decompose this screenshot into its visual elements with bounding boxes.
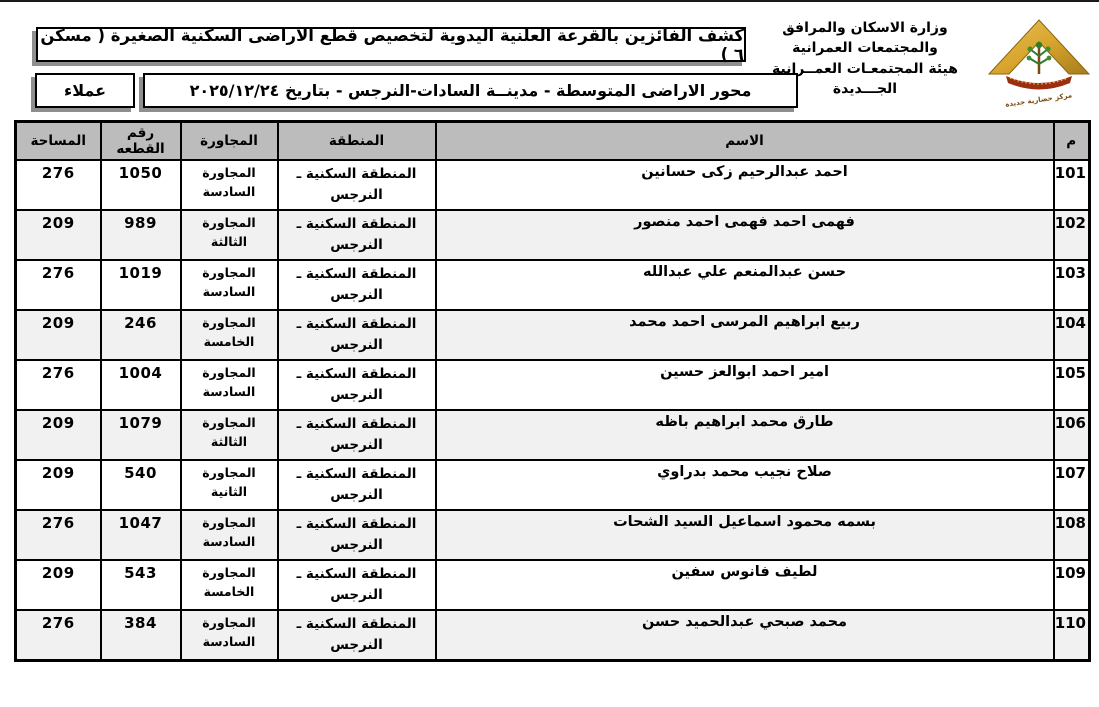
cell-district: المجاورة السادسة xyxy=(179,359,279,411)
table-header-row: م الاسم المنطقة المجاورة رقم القطعه المس… xyxy=(14,120,1091,161)
cell-plot-number: 1079 xyxy=(99,409,182,461)
cell-district: المجاورة الثالثة xyxy=(179,409,279,461)
cell-area: 276 xyxy=(14,609,102,661)
winners-table: م الاسم المنطقة المجاورة رقم القطعه المس… xyxy=(14,120,1091,662)
cell-name: حسن عبدالمنعم علي عبدالله xyxy=(434,259,1055,311)
table-row: 104 ربيع ابراهيم المرسى احمد محمد المنطقة … xyxy=(14,309,1091,361)
cell-region: المنطقة السكنية ـ النرجس xyxy=(276,509,437,561)
cell-plot-number: 989 xyxy=(99,209,182,261)
cell-index: 103 xyxy=(1052,259,1091,311)
cell-plot-number: 1004 xyxy=(99,359,182,411)
cell-area: 209 xyxy=(14,209,102,261)
cell-district: المجاورة السادسة xyxy=(179,259,279,311)
cell-name: محمد صبحي عبدالحميد حسن xyxy=(434,609,1055,661)
cell-area: 209 xyxy=(14,559,102,611)
cell-district: المجاورة السادسة xyxy=(179,159,279,211)
cell-area: 209 xyxy=(14,409,102,461)
table-row: 106 طارق محمد ابراهيم باظه المنطقة السكنية… xyxy=(14,409,1091,461)
ministry-line2: هيئة المجتمعـات العمــرانية الجـــديدة xyxy=(772,60,958,97)
header-name: الاسم xyxy=(434,120,1055,161)
cell-index: 106 xyxy=(1052,409,1091,461)
cell-index: 102 xyxy=(1052,209,1091,261)
cell-area: 209 xyxy=(14,309,102,361)
cell-region: المنطقة السكنية ـ النرجس xyxy=(276,409,437,461)
cell-region: المنطقة السكنية ـ النرجس xyxy=(276,459,437,511)
table-row: 101 احمد عبدالرحيم زكى حسانين المنطقة السك… xyxy=(14,159,1091,211)
svg-text:مركز حضارية جديدة: مركز حضارية جديدة xyxy=(1005,91,1073,108)
header-district: المجاورة xyxy=(179,120,279,161)
authority-logo-icon: مركز حضارية جديدة xyxy=(986,12,1092,112)
cell-region: المنطقة السكنية ـ النرجس xyxy=(276,359,437,411)
cell-name: احمد عبدالرحيم زكى حسانين xyxy=(434,159,1055,211)
header-region: المنطقة xyxy=(276,120,437,161)
cell-region: المنطقة السكنية ـ النرجس xyxy=(276,559,437,611)
header-area: المساحة xyxy=(14,120,102,161)
table-row: 107 صلاح نجيب محمد بدراوي المنطقة السكنية … xyxy=(14,459,1091,511)
cell-plot-number: 1019 xyxy=(99,259,182,311)
cell-plot-number: 540 xyxy=(99,459,182,511)
page-top-rule xyxy=(0,0,1099,2)
cell-area: 276 xyxy=(14,509,102,561)
cell-region: المنطقة السكنية ـ النرجس xyxy=(276,159,437,211)
cell-area: 276 xyxy=(14,359,102,411)
table-row: 105 امير احمد ابوالعز حسين المنطقة السكنية… xyxy=(14,359,1091,411)
cell-district: المجاورة الثانية xyxy=(179,459,279,511)
cell-name: فهمى احمد فهمى احمد منصور xyxy=(434,209,1055,261)
main-title-box: كشف الفائزين بالقرعة العلنية اليدوية لتخ… xyxy=(36,25,746,64)
ministry-line1: وزارة الاسكان والمرافق والمجتمعات العمرا… xyxy=(782,20,948,57)
cell-index: 105 xyxy=(1052,359,1091,411)
cell-district: المجاورة الخامسة xyxy=(179,309,279,361)
audience-label: عملاء xyxy=(64,81,106,100)
cell-area: 276 xyxy=(14,159,102,211)
cell-name: صلاح نجيب محمد بدراوي xyxy=(434,459,1055,511)
cell-district: المجاورة الثالثة xyxy=(179,209,279,261)
cell-index: 107 xyxy=(1052,459,1091,511)
cell-plot-number: 384 xyxy=(99,609,182,661)
table-row: 108 بسمه محمود اسماعيل السيد الشحات المنطق… xyxy=(14,509,1091,561)
cell-district: المجاورة الخامسة xyxy=(179,559,279,611)
header-index: م xyxy=(1052,120,1091,161)
cell-region: المنطقة السكنية ـ النرجس xyxy=(276,209,437,261)
cell-plot-number: 1050 xyxy=(99,159,182,211)
cell-index: 110 xyxy=(1052,609,1091,661)
cell-index: 104 xyxy=(1052,309,1091,361)
cell-index: 109 xyxy=(1052,559,1091,611)
cell-name: طارق محمد ابراهيم باظه xyxy=(434,409,1055,461)
header-plot: رقم القطعه xyxy=(99,120,182,161)
subtitle-box: محور الاراضى المتوسطة - مدينــة السادات-… xyxy=(143,73,798,108)
cell-name: لطيف فانوس سفين xyxy=(434,559,1055,611)
cell-plot-number: 246 xyxy=(99,309,182,361)
audience-box: عملاء xyxy=(35,73,135,108)
table-row: 102 فهمى احمد فهمى احمد منصور المنطقة السك… xyxy=(14,209,1091,261)
cell-plot-number: 543 xyxy=(99,559,182,611)
ministry-heading: وزارة الاسكان والمرافق والمجتمعات العمرا… xyxy=(742,18,988,99)
table-row: 109 لطيف فانوس سفين المنطقة السكنية ـ النر… xyxy=(14,559,1091,611)
subtitle: محور الاراضى المتوسطة - مدينــة السادات-… xyxy=(189,81,752,100)
cell-name: ربيع ابراهيم المرسى احمد محمد xyxy=(434,309,1055,361)
table-row: 103 حسن عبدالمنعم علي عبدالله المنطقة السك… xyxy=(14,259,1091,311)
cell-region: المنطقة السكنية ـ النرجس xyxy=(276,609,437,661)
cell-plot-number: 1047 xyxy=(99,509,182,561)
table-row: 110 محمد صبحي عبدالحميد حسن المنطقة السكني… xyxy=(14,609,1091,661)
cell-district: المجاورة السادسة xyxy=(179,609,279,661)
cell-index: 108 xyxy=(1052,509,1091,561)
cell-region: المنطقة السكنية ـ النرجس xyxy=(276,259,437,311)
cell-area: 276 xyxy=(14,259,102,311)
main-title: كشف الفائزين بالقرعة العلنية اليدوية لتخ… xyxy=(40,25,744,64)
cell-index: 101 xyxy=(1052,159,1091,211)
cell-region: المنطقة السكنية ـ النرجس xyxy=(276,309,437,361)
cell-name: بسمه محمود اسماعيل السيد الشحات xyxy=(434,509,1055,561)
cell-name: امير احمد ابوالعز حسين xyxy=(434,359,1055,411)
cell-district: المجاورة السادسة xyxy=(179,509,279,561)
cell-area: 209 xyxy=(14,459,102,511)
